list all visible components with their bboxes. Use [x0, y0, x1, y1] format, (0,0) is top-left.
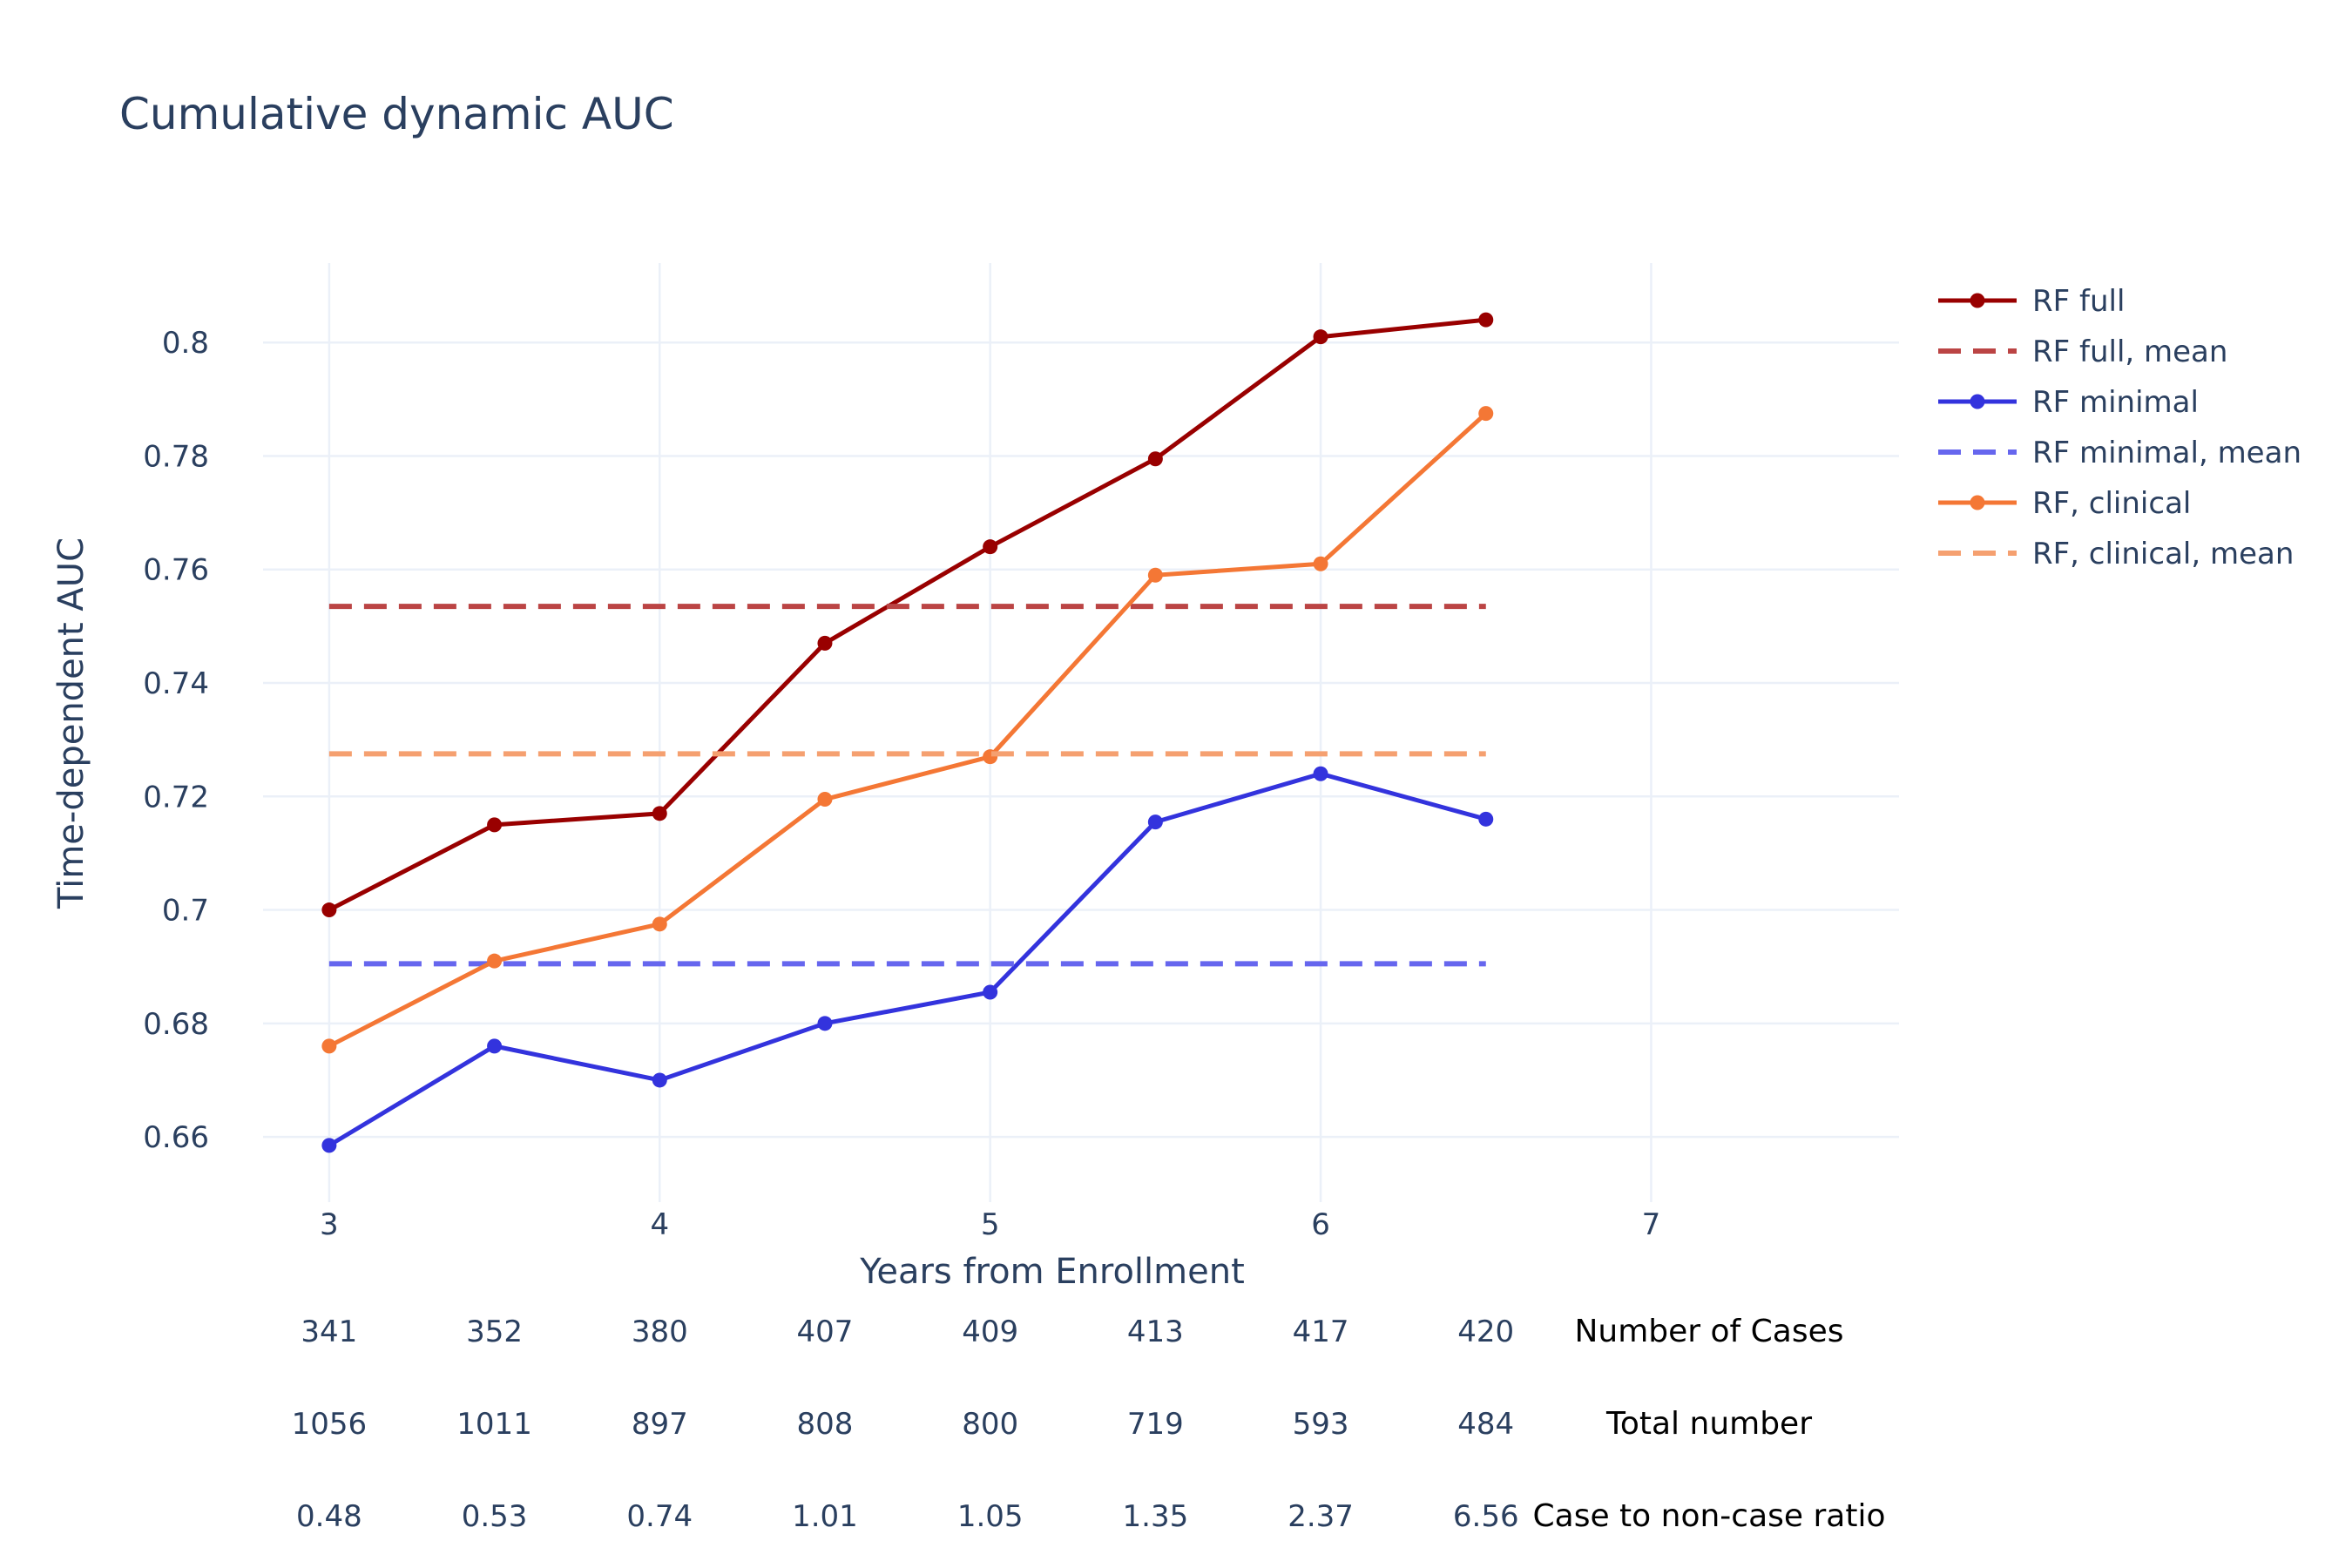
legend: RF full RF full, mean RF minimal RF minimal… — [1938, 284, 2301, 571]
legend-marker-rf-minimal — [1970, 394, 1985, 409]
table-cell: 1011 — [456, 1407, 532, 1442]
table-cell: 417 — [1293, 1315, 1349, 1349]
table-cell: 6.56 — [1453, 1499, 1519, 1534]
y-tick-label: 0.76 — [143, 553, 209, 588]
data-point-rf-minimal — [1313, 766, 1328, 781]
legend-label-rf-clinical-mean: RF, clinical, mean — [2032, 537, 2294, 571]
table-row-label: Case to non-case ratio — [1533, 1498, 1886, 1534]
table-cell: 407 — [797, 1315, 854, 1349]
y-tick-label: 0.74 — [143, 666, 209, 701]
table-cell: 380 — [632, 1315, 688, 1349]
table-cell: 0.74 — [626, 1499, 693, 1534]
data-point-rf-full — [1147, 451, 1163, 467]
summary-table: 341 352 380 407 409 413 417 420 Number of Cases 1… — [292, 1314, 1886, 1534]
legend-label-rf-minimal: RF minimal — [2032, 385, 2199, 420]
x-tick-label: 7 — [1642, 1207, 1661, 1242]
legend-marker-rf-full — [1970, 293, 1985, 308]
table-cell: 341 — [301, 1315, 357, 1349]
data-point-rf-minimal — [487, 1038, 503, 1054]
table-cell: 800 — [962, 1407, 1018, 1442]
y-tick-label: 0.72 — [143, 780, 209, 814]
y-tick-label: 0.78 — [143, 439, 209, 474]
tick-layer: 0.66 0.68 0.7 0.72 0.74 0.76 0.78 0.8 3 4 5 6 7 — [143, 326, 1660, 1242]
legend-label-rf-full: RF full — [2032, 284, 2125, 319]
table-cell: 1056 — [292, 1407, 368, 1442]
table-cell: 1.01 — [792, 1499, 858, 1534]
series-line-rf-full — [328, 317, 1487, 912]
table-cell: 1.05 — [957, 1499, 1024, 1534]
y-axis-title: Time-dependent AUC — [51, 537, 91, 909]
y-tick-label: 0.8 — [162, 326, 209, 361]
table-cell: 420 — [1457, 1315, 1514, 1349]
series-line-rf-clinical — [328, 411, 1488, 1049]
data-point-rf-clinical — [1147, 567, 1163, 583]
data-point-rf-clinical — [487, 953, 503, 969]
data-point-rf-full — [983, 539, 998, 555]
table-row-label: Total number — [1605, 1406, 1812, 1442]
data-point-rf-minimal — [652, 1072, 667, 1088]
grid-layer — [263, 263, 1899, 1202]
x-tick-label: 3 — [320, 1207, 339, 1242]
table-cell: 897 — [632, 1407, 688, 1442]
table-cell: 0.48 — [296, 1499, 362, 1534]
data-point-rf-full — [1478, 312, 1494, 328]
data-point-rf-clinical — [1478, 406, 1494, 422]
data-point-rf-clinical — [1313, 556, 1328, 571]
data-point-rf-full — [487, 817, 503, 833]
legend-label-rf-clinical: RF, clinical — [2032, 486, 2191, 521]
y-tick-label: 0.66 — [143, 1120, 209, 1155]
table-cell: 719 — [1127, 1407, 1184, 1442]
x-tick-label: 4 — [650, 1207, 669, 1242]
y-tick-label: 0.7 — [162, 894, 209, 929]
data-point-rf-minimal — [321, 1138, 337, 1153]
x-tick-label: 6 — [1311, 1207, 1330, 1242]
data-point-rf-minimal — [1478, 811, 1494, 827]
x-axis-title: Years from Enrollment — [859, 1252, 1245, 1292]
y-tick-label: 0.68 — [143, 1007, 209, 1042]
legend-label-rf-full-mean: RF full, mean — [2032, 335, 2227, 369]
chart-title: Cumulative dynamic AUC — [119, 89, 674, 139]
table-cell: 484 — [1457, 1407, 1514, 1442]
table-cell: 1.35 — [1123, 1499, 1189, 1534]
series-line-rf-minimal — [328, 771, 1487, 1148]
table-cell: 0.53 — [462, 1499, 528, 1534]
data-point-rf-full — [1313, 329, 1328, 345]
series-layer — [321, 312, 1494, 1153]
data-point-rf-clinical — [652, 916, 667, 932]
data-point-rf-clinical — [817, 792, 833, 808]
x-tick-label: 5 — [981, 1207, 1000, 1242]
table-cell: 413 — [1127, 1315, 1184, 1349]
table-cell: 593 — [1293, 1407, 1349, 1442]
data-point-rf-minimal — [1147, 814, 1163, 830]
legend-marker-rf-clinical — [1970, 495, 1985, 510]
data-point-rf-full — [817, 635, 833, 651]
data-point-rf-full — [652, 806, 667, 821]
table-row-label: Number of Cases — [1574, 1314, 1843, 1349]
table-cell: 352 — [466, 1315, 523, 1349]
table-cell: 2.37 — [1288, 1499, 1354, 1534]
legend-label-rf-minimal-mean: RF minimal, mean — [2032, 436, 2301, 470]
data-point-rf-minimal — [983, 984, 998, 1000]
data-point-rf-full — [321, 902, 337, 918]
table-cell: 409 — [962, 1315, 1018, 1349]
data-point-rf-minimal — [817, 1016, 833, 1031]
table-cell: 808 — [797, 1407, 854, 1442]
data-point-rf-clinical — [321, 1038, 337, 1054]
